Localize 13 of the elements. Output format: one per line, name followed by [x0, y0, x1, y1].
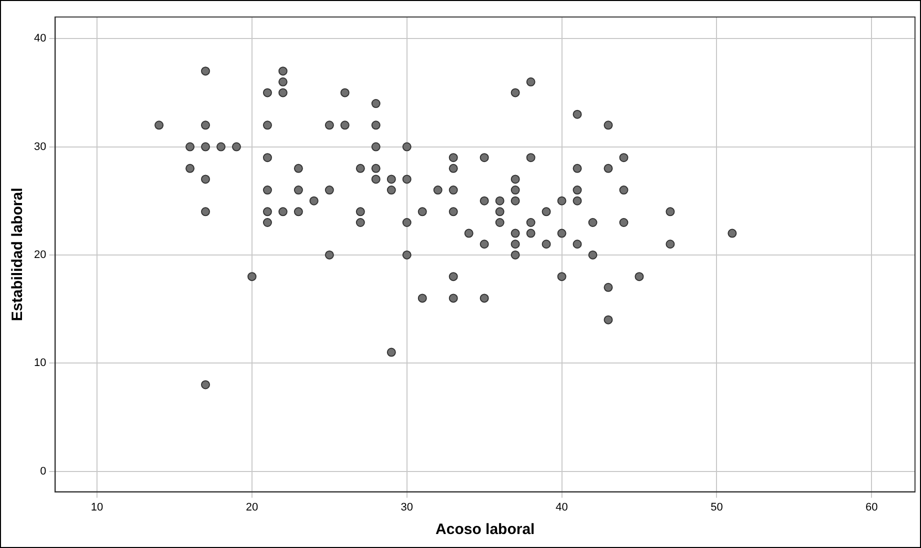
x-tick-label: 10 — [90, 501, 104, 514]
x-tick-label: 30 — [400, 501, 414, 514]
y-tick-label: 0 — [40, 465, 46, 478]
y-axis-title: Estabilidad laboral — [9, 188, 26, 322]
x-tick-label: 40 — [556, 501, 568, 514]
y-tick-label: 40 — [34, 32, 46, 45]
y-tick-label: 20 — [34, 248, 46, 261]
x-axis-title: Acoso laboral — [436, 521, 535, 538]
y-tick-label: 10 — [34, 357, 46, 370]
y-tick-label: 30 — [34, 140, 46, 153]
x-tick-label: 60 — [866, 501, 878, 514]
x-tick-label: 50 — [710, 501, 723, 514]
x-tick-label: 20 — [246, 501, 258, 514]
